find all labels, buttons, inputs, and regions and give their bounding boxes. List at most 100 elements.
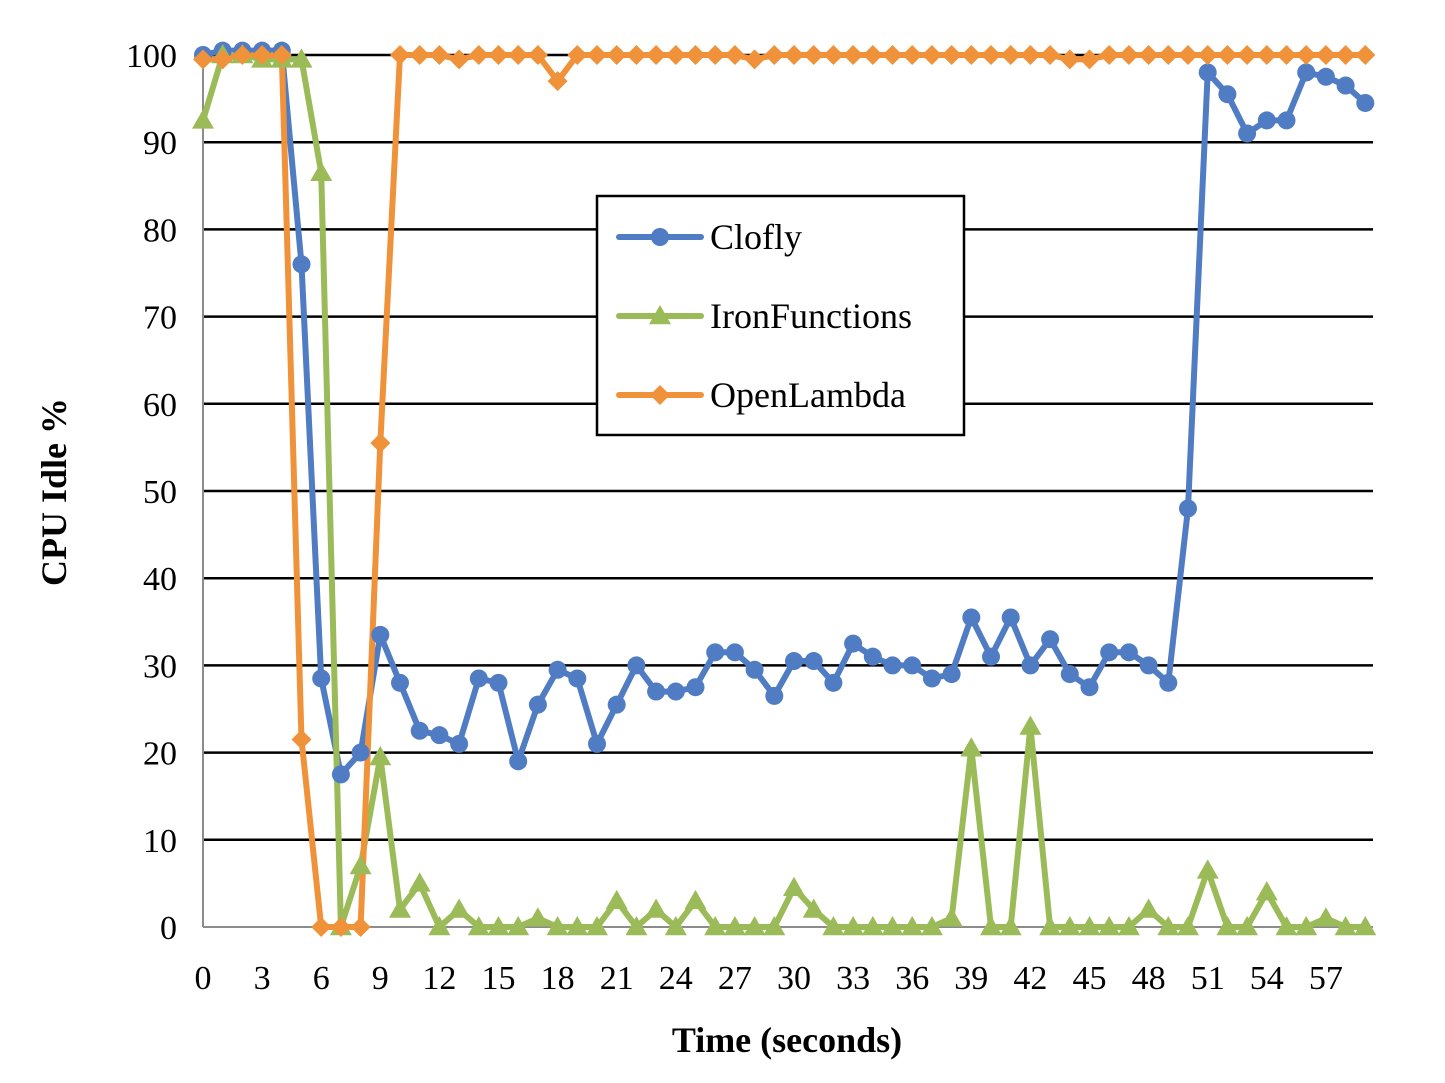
data-point-ironfunctions	[1314, 907, 1337, 927]
data-point-clofly	[548, 660, 567, 679]
data-point-openlambda	[567, 45, 588, 65]
data-point-ironfunctions	[704, 916, 727, 936]
data-point-ironfunctions	[664, 916, 687, 936]
x-tick-label: 21	[600, 960, 634, 997]
data-point-clofly	[1218, 85, 1237, 104]
data-point-openlambda	[212, 49, 233, 70]
x-tick-label: 15	[482, 960, 516, 997]
data-point-ironfunctions	[1098, 916, 1121, 936]
data-point-openlambda	[941, 45, 962, 65]
data-point-openlambda	[1099, 45, 1120, 65]
data-point-clofly	[922, 669, 941, 688]
data-point-clofly	[1080, 678, 1099, 697]
data-point-ironfunctions	[960, 737, 983, 757]
data-point-openlambda	[1335, 45, 1356, 65]
x-tick-label: 18	[541, 960, 575, 997]
data-point-openlambda	[488, 45, 509, 65]
data-point-ironfunctions	[940, 907, 963, 927]
data-point-openlambda	[921, 45, 942, 65]
data-point-ironfunctions	[526, 907, 549, 927]
data-point-clofly	[1356, 93, 1375, 112]
data-point-clofly	[1100, 643, 1119, 662]
data-point-openlambda	[1276, 45, 1297, 65]
data-point-openlambda	[1296, 45, 1317, 65]
data-point-ironfunctions	[763, 916, 786, 936]
data-point-clofly	[1021, 656, 1040, 675]
legend-marker-ironfunctions	[649, 305, 671, 325]
data-point-ironfunctions	[1255, 881, 1278, 901]
data-point-ironfunctions	[920, 916, 943, 936]
data-point-ironfunctions	[743, 916, 766, 936]
data-point-clofly	[1336, 76, 1355, 95]
legend-marker-openlambda	[650, 385, 670, 405]
data-point-openlambda	[311, 917, 332, 937]
data-point-openlambda	[390, 45, 410, 65]
data-point-clofly	[312, 669, 331, 688]
data-point-clofly	[430, 726, 449, 745]
data-point-clofly	[1060, 665, 1079, 684]
data-point-openlambda	[665, 45, 686, 65]
x-tick-label: 3	[254, 960, 271, 997]
data-point-ironfunctions	[999, 916, 1022, 936]
data-point-clofly	[391, 673, 409, 692]
data-point-clofly	[627, 656, 646, 675]
data-point-clofly	[804, 652, 823, 671]
data-point-openlambda	[468, 45, 489, 65]
data-point-openlambda	[1040, 45, 1061, 65]
data-point-ironfunctions	[605, 889, 628, 910]
data-point-openlambda	[823, 45, 844, 65]
data-point-openlambda	[981, 45, 1001, 65]
y-tick-label: 0	[160, 910, 177, 947]
x-axis-title: Time (seconds)	[672, 1020, 902, 1060]
data-point-clofly	[1001, 608, 1020, 627]
data-point-openlambda	[784, 45, 804, 65]
x-tick-label: 42	[1013, 960, 1047, 997]
data-point-ironfunctions	[1117, 916, 1140, 936]
data-point-openlambda	[744, 49, 765, 70]
data-point-openlambda	[1000, 45, 1021, 65]
x-tick-label: 24	[659, 960, 693, 997]
data-point-clofly	[1179, 499, 1197, 518]
x-tick-label: 36	[895, 960, 929, 997]
data-point-ironfunctions	[980, 916, 1002, 936]
data-point-openlambda	[449, 49, 470, 70]
y-tick-label: 20	[143, 736, 177, 773]
data-point-ironfunctions	[1157, 916, 1180, 936]
data-point-openlambda	[1197, 45, 1218, 65]
x-tick-label: 30	[777, 960, 811, 997]
data-point-openlambda	[252, 45, 273, 65]
data-point-openlambda	[1138, 45, 1159, 65]
data-point-clofly	[1198, 63, 1217, 82]
data-point-openlambda	[370, 433, 391, 454]
data-point-openlambda	[1217, 45, 1238, 65]
data-point-clofly	[903, 656, 922, 675]
data-point-openlambda	[606, 45, 627, 65]
data-point-openlambda	[1178, 45, 1198, 65]
data-point-openlambda	[527, 45, 548, 65]
data-point-openlambda	[1079, 49, 1100, 70]
data-point-clofly	[607, 695, 626, 714]
data-point-ironfunctions	[822, 916, 845, 936]
x-tick-labels: 0 3 6 9 12 15 18 21 24 27 30 33 36 39 42 45 48 51 54 57	[195, 960, 1343, 997]
data-point-openlambda	[1059, 49, 1080, 70]
data-point-openlambda	[626, 45, 647, 65]
data-point-openlambda	[882, 45, 903, 65]
data-point-openlambda	[271, 45, 292, 65]
data-point-openlambda	[724, 45, 745, 65]
y-tick-labels: 0 10 20 30 40 50 60 70 80 90 100	[126, 38, 177, 947]
data-point-clofly	[1119, 643, 1138, 662]
y-tick-label: 100	[126, 38, 177, 75]
legend: Clofly IronFunctions OpenLambda	[595, 194, 966, 437]
y-tick-label: 10	[143, 823, 177, 860]
data-point-clofly	[489, 673, 508, 692]
x-tick-label: 39	[954, 960, 988, 997]
data-point-clofly	[1238, 124, 1257, 143]
data-point-openlambda	[1355, 45, 1376, 65]
x-tick-label: 48	[1132, 960, 1166, 997]
x-tick-label: 12	[422, 960, 456, 997]
data-point-ironfunctions	[1177, 916, 1199, 936]
data-point-ironfunctions	[566, 916, 589, 936]
data-point-clofly	[844, 634, 863, 653]
y-tick-label: 30	[143, 648, 177, 685]
y-axis-title: CPU Idle %	[34, 398, 74, 586]
